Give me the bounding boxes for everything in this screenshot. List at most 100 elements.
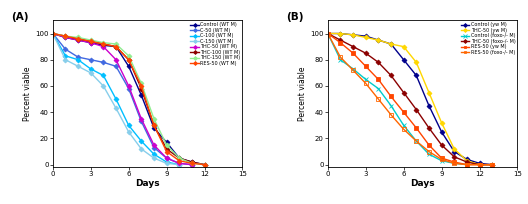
THC-100 (WT M) xyxy=(126,59,132,61)
Control (WT M) xyxy=(75,39,81,41)
THC-50 (WT M) xyxy=(188,163,195,166)
THC-150 (WT M) xyxy=(151,118,157,120)
Line: RES-50 (foxo-/- M): RES-50 (foxo-/- M) xyxy=(326,32,494,166)
RES-50 (WT M) xyxy=(164,150,170,153)
THC-100 (WT M) xyxy=(88,40,94,43)
C-100 (WT M) xyxy=(100,74,107,77)
X-axis label: Days: Days xyxy=(410,179,435,188)
C-150 (WT M) xyxy=(88,72,94,74)
Control (yw M) xyxy=(451,150,457,153)
THC-50 (yw M) xyxy=(438,121,445,124)
THC-50 (foxo-/- M) xyxy=(426,127,432,129)
Control (WT M) xyxy=(126,65,132,68)
THC-150 (WT M) xyxy=(75,36,81,39)
THC-150 (WT M) xyxy=(88,39,94,41)
Control (foxo-/- M) xyxy=(350,68,356,70)
RES-50 (foxo-/- M) xyxy=(476,163,483,166)
RES-50 (foxo-/- M) xyxy=(438,158,445,161)
THC-150 (WT M) xyxy=(201,163,208,166)
Control (yw M) xyxy=(325,32,331,35)
THC-50 (foxo-/- M) xyxy=(337,39,344,41)
RES-50 (yw M) xyxy=(388,95,394,98)
C-150 (WT M) xyxy=(126,131,132,133)
THC-100 (WT M) xyxy=(62,35,69,37)
C-50 (WT M) xyxy=(164,157,170,159)
RES-50 (yw M) xyxy=(375,78,382,81)
Line: THC-50 (foxo-/- M): THC-50 (foxo-/- M) xyxy=(326,32,494,166)
C-50 (WT M) xyxy=(176,162,182,165)
C-50 (WT M) xyxy=(113,65,119,68)
RES-50 (yw M) xyxy=(413,127,419,129)
THC-50 (WT M) xyxy=(138,118,145,120)
Control (foxo-/- M) xyxy=(375,87,382,90)
RES-50 (WT M) xyxy=(113,45,119,48)
Line: RES-50 (yw M): RES-50 (yw M) xyxy=(326,32,494,166)
Control (yw M) xyxy=(375,39,382,41)
Control (WT M) xyxy=(201,163,208,166)
C-100 (WT M) xyxy=(50,32,56,35)
THC-50 (WT M) xyxy=(176,162,182,165)
THC-100 (WT M) xyxy=(50,32,56,35)
Legend: Control (WT M), C-50 (WT M), C-100 (WT M), C-150 (WT M), THC-50 (WT M), THC-100 : Control (WT M), C-50 (WT M), C-100 (WT M… xyxy=(189,21,241,67)
RES-50 (foxo-/- M) xyxy=(375,98,382,100)
RES-50 (foxo-/- M) xyxy=(451,162,457,165)
C-150 (WT M) xyxy=(75,65,81,68)
Control (WT M) xyxy=(50,32,56,35)
Control (yw M) xyxy=(489,163,495,166)
THC-150 (WT M) xyxy=(126,55,132,57)
RES-50 (WT M) xyxy=(201,163,208,166)
THC-50 (WT M) xyxy=(88,41,94,44)
THC-150 (WT M) xyxy=(62,35,69,37)
THC-150 (WT M) xyxy=(113,43,119,45)
THC-100 (WT M) xyxy=(138,87,145,90)
Control (WT M) xyxy=(176,157,182,159)
Line: C-50 (WT M): C-50 (WT M) xyxy=(51,32,194,166)
THC-50 (yw M) xyxy=(464,160,470,162)
RES-50 (yw M) xyxy=(350,52,356,54)
C-150 (WT M) xyxy=(100,85,107,87)
C-150 (WT M) xyxy=(176,163,182,166)
Control (yw M) xyxy=(363,35,369,37)
Control (foxo-/- M) xyxy=(388,104,394,107)
C-150 (WT M) xyxy=(62,59,69,61)
THC-50 (yw M) xyxy=(325,32,331,35)
C-100 (WT M) xyxy=(62,55,69,57)
Line: THC-50 (yw M): THC-50 (yw M) xyxy=(326,32,494,166)
RES-50 (foxo-/- M) xyxy=(489,163,495,166)
THC-50 (yw M) xyxy=(489,163,495,166)
Legend: Control (yw M), THC-50 (yw M), Control (foxo-/- M), THC-50 (foxo-/- M), RES-50 (: Control (yw M), THC-50 (yw M), Control (… xyxy=(459,21,516,56)
Line: RES-50 (WT M): RES-50 (WT M) xyxy=(51,32,206,166)
Line: THC-50 (WT M): THC-50 (WT M) xyxy=(51,32,194,166)
RES-50 (yw M) xyxy=(476,163,483,166)
THC-50 (foxo-/- M) xyxy=(489,163,495,166)
THC-50 (WT M) xyxy=(100,45,107,48)
RES-50 (WT M) xyxy=(138,85,145,87)
C-100 (WT M) xyxy=(113,98,119,100)
THC-100 (WT M) xyxy=(201,163,208,166)
THC-100 (WT M) xyxy=(176,157,182,159)
THC-50 (foxo-/- M) xyxy=(400,91,407,94)
Control (foxo-/- M) xyxy=(337,59,344,61)
RES-50 (foxo-/- M) xyxy=(464,163,470,166)
THC-50 (WT M) xyxy=(75,39,81,41)
C-150 (WT M) xyxy=(151,157,157,159)
RES-50 (foxo-/- M) xyxy=(400,128,407,131)
Line: C-150 (WT M): C-150 (WT M) xyxy=(51,32,181,166)
RES-50 (foxo-/- M) xyxy=(363,82,369,85)
THC-50 (WT M) xyxy=(50,32,56,35)
THC-50 (yw M) xyxy=(388,43,394,45)
RES-50 (foxo-/- M) xyxy=(388,114,394,116)
Control (yw M) xyxy=(438,131,445,133)
Control (yw M) xyxy=(464,158,470,161)
THC-150 (WT M) xyxy=(176,157,182,159)
THC-50 (WT M) xyxy=(126,85,132,87)
C-100 (WT M) xyxy=(126,124,132,126)
THC-150 (WT M) xyxy=(164,144,170,146)
RES-50 (foxo-/- M) xyxy=(426,150,432,153)
C-50 (WT M) xyxy=(151,146,157,149)
Control (foxo-/- M) xyxy=(400,124,407,126)
RES-50 (yw M) xyxy=(426,144,432,146)
Line: Control (WT M): Control (WT M) xyxy=(51,32,206,166)
THC-100 (WT M) xyxy=(113,45,119,48)
THC-150 (WT M) xyxy=(188,162,195,165)
